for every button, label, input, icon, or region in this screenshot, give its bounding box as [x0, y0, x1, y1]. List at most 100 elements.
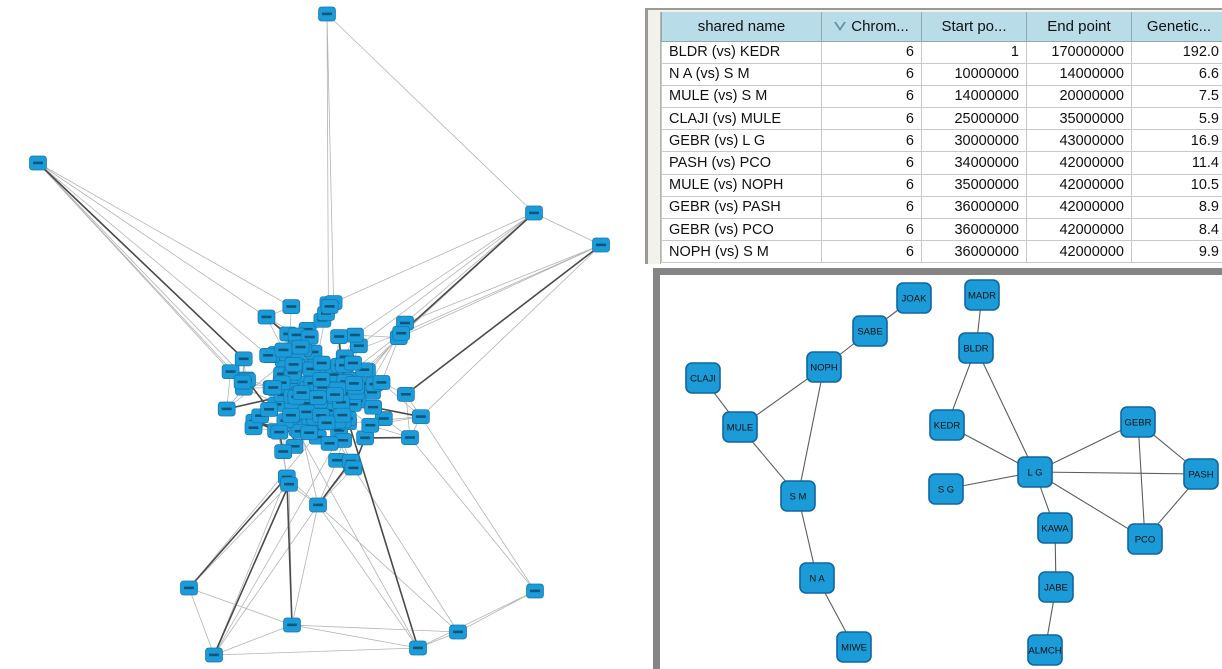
subnetwork-node[interactable]: KEDR — [929, 409, 965, 441]
cell-shared-name[interactable]: PASH (vs) PCO — [661, 151, 822, 175]
node-shape[interactable] — [964, 279, 1000, 311]
cell-genetic[interactable]: 16.9 — [1131, 129, 1222, 153]
table-row[interactable]: PASH (vs) PCO 6 34000000 42000000 11.4 — [661, 151, 1222, 175]
cell-start[interactable]: 1 — [921, 40, 1027, 64]
cell-start[interactable]: 34000000 — [921, 151, 1027, 175]
cell-end[interactable]: 14000000 — [1026, 62, 1132, 86]
table-row[interactable]: MULE (vs) S M 6 14000000 20000000 7.5 — [661, 84, 1222, 109]
full-network-canvas[interactable] — [0, 0, 640, 669]
table-row[interactable]: GEBR (vs) L G 6 30000000 43000000 16.9 — [661, 129, 1222, 153]
subnetwork-node[interactable]: BLDR — [958, 332, 994, 364]
cell-shared-name[interactable]: CLAJI (vs) MULE — [661, 107, 822, 131]
cell-genetic[interactable]: 8.4 — [1131, 217, 1222, 242]
edge-table-scroll-area[interactable]: shared name Chrom... Start po... End point G… — [660, 12, 1222, 264]
cell-shared-name[interactable]: MULE (vs) NOPH — [661, 173, 822, 197]
subnetwork-node[interactable]: N A — [799, 562, 835, 594]
cell-end[interactable]: 42000000 — [1026, 195, 1132, 220]
edge-attribute-table[interactable]: shared name Chrom... Start po... End point G… — [661, 12, 1222, 264]
column-header-genetic[interactable]: Genetic... — [1131, 12, 1222, 42]
subnetwork-nodes[interactable]: CLAJI MULE NOPH SABE JOAK S M N A MIWE MADR BLDR K… — [685, 279, 1219, 666]
subnetwork-node[interactable]: MIWE — [836, 631, 872, 663]
table-row[interactable]: BLDR (vs) KEDR 6 1 170000000 192.0 — [661, 40, 1222, 64]
subnetwork-edge[interactable] — [1034, 471, 1202, 475]
subnetwork-node[interactable]: ALMCH — [1027, 634, 1063, 666]
subnetwork-node[interactable]: JABE — [1038, 571, 1074, 603]
cell-genetic[interactable]: 7.5 — [1131, 84, 1222, 109]
node-shape[interactable] — [1127, 523, 1163, 555]
node-shape[interactable] — [1037, 512, 1073, 544]
cell-end[interactable]: 42000000 — [1026, 173, 1132, 197]
cell-shared-name[interactable]: GEBR (vs) PASH — [661, 195, 822, 220]
subnetwork-node[interactable]: CLAJI — [685, 362, 721, 394]
subnetwork-node[interactable]: PASH — [1183, 458, 1219, 490]
cell-shared-name[interactable]: MULE (vs) S M — [661, 84, 822, 109]
node-shape[interactable] — [929, 409, 965, 441]
full-network-nodes[interactable] — [29, 6, 610, 663]
subnetwork-node[interactable]: NOPH — [806, 351, 842, 383]
cell-genetic[interactable]: 6.6 — [1131, 62, 1222, 86]
node-shape[interactable] — [836, 631, 872, 663]
cell-chrom[interactable]: 6 — [821, 107, 922, 131]
subnetwork-node[interactable]: PCO — [1127, 523, 1163, 555]
cell-chrom[interactable]: 6 — [821, 217, 922, 242]
cell-end[interactable]: 35000000 — [1026, 107, 1132, 131]
node-shape[interactable] — [806, 351, 842, 383]
column-header-chrom[interactable]: Chrom... — [821, 12, 922, 42]
table-row[interactable]: NOPH (vs) S M 6 36000000 42000000 9.9 — [661, 240, 1222, 264]
cell-chrom[interactable]: 6 — [821, 129, 922, 153]
cell-end[interactable]: 42000000 — [1026, 217, 1132, 242]
column-header-shared-name[interactable]: shared name — [661, 12, 822, 42]
subnetwork-node[interactable]: MADR — [964, 279, 1000, 311]
node-shape[interactable] — [1038, 571, 1074, 603]
subnetwork-edge[interactable] — [1034, 471, 1146, 540]
cell-chrom[interactable]: 6 — [821, 240, 922, 264]
cell-chrom[interactable]: 6 — [821, 62, 922, 86]
edge-table-panel[interactable]: shared name Chrom... Start po... End point G… — [645, 8, 1222, 264]
table-row[interactable]: CLAJI (vs) MULE 6 25000000 35000000 5.9 — [661, 107, 1222, 131]
cell-genetic[interactable]: 192.0 — [1131, 40, 1222, 64]
cell-shared-name[interactable]: NOPH (vs) S M — [661, 240, 822, 264]
cell-start[interactable]: 14000000 — [921, 84, 1027, 109]
node-shape[interactable] — [852, 315, 888, 347]
cell-shared-name[interactable]: GEBR (vs) L G — [661, 129, 822, 153]
table-row[interactable]: N A (vs) S M 6 10000000 14000000 6.6 — [661, 62, 1222, 86]
column-header-end[interactable]: End point — [1026, 12, 1132, 42]
table-header-row[interactable]: shared name Chrom... Start po... End point G… — [661, 12, 1222, 42]
subnetwork-node[interactable]: L G — [1017, 456, 1053, 488]
cell-end[interactable]: 42000000 — [1026, 240, 1132, 264]
table-row[interactable]: GEBR (vs) PASH 6 36000000 42000000 8.9 — [661, 195, 1222, 220]
cell-genetic[interactable]: 10.5 — [1131, 173, 1222, 197]
cell-chrom[interactable]: 6 — [821, 84, 922, 109]
subnetwork-canvas[interactable]: CLAJI MULE NOPH SABE JOAK S M N A MIWE MADR BLDR K… — [660, 275, 1222, 669]
node-shape[interactable] — [1183, 458, 1219, 490]
subnetwork-panel[interactable]: CLAJI MULE NOPH SABE JOAK S M N A MIWE MADR BLDR K… — [653, 268, 1222, 669]
cell-end[interactable]: 20000000 — [1026, 84, 1132, 109]
subnetwork-node[interactable]: GEBR — [1120, 406, 1156, 438]
node-shape[interactable] — [685, 362, 721, 394]
cell-chrom[interactable]: 6 — [821, 151, 922, 175]
table-row[interactable]: MULE (vs) NOPH 6 35000000 42000000 10.5 — [661, 173, 1222, 197]
table-row[interactable]: GEBR (vs) PCO 6 36000000 42000000 8.4 — [661, 217, 1222, 242]
cell-genetic[interactable]: 5.9 — [1131, 107, 1222, 131]
subnetwork-node[interactable]: SABE — [852, 315, 888, 347]
node-shape[interactable] — [1017, 456, 1053, 488]
subnetwork-edge[interactable] — [797, 366, 825, 497]
node-shape[interactable] — [799, 562, 835, 594]
cell-end[interactable]: 170000000 — [1026, 40, 1132, 64]
cell-shared-name[interactable]: BLDR (vs) KEDR — [661, 40, 822, 64]
cell-end[interactable]: 42000000 — [1026, 151, 1132, 175]
cell-start[interactable]: 35000000 — [921, 173, 1027, 197]
cell-chrom[interactable]: 6 — [821, 173, 922, 197]
cell-shared-name[interactable]: GEBR (vs) PCO — [661, 217, 822, 242]
node-shape[interactable] — [928, 473, 964, 505]
cell-start[interactable]: 25000000 — [921, 107, 1027, 131]
node-shape[interactable] — [958, 332, 994, 364]
node-shape[interactable] — [1027, 634, 1063, 666]
node-shape[interactable] — [780, 480, 816, 512]
full-network-panel[interactable] — [0, 0, 640, 669]
cell-genetic[interactable]: 8.9 — [1131, 195, 1222, 220]
cell-start[interactable]: 30000000 — [921, 129, 1027, 153]
subnetwork-node[interactable]: S G — [928, 473, 964, 505]
subnetwork-edge[interactable] — [975, 347, 1036, 473]
cell-shared-name[interactable]: N A (vs) S M — [661, 62, 822, 86]
